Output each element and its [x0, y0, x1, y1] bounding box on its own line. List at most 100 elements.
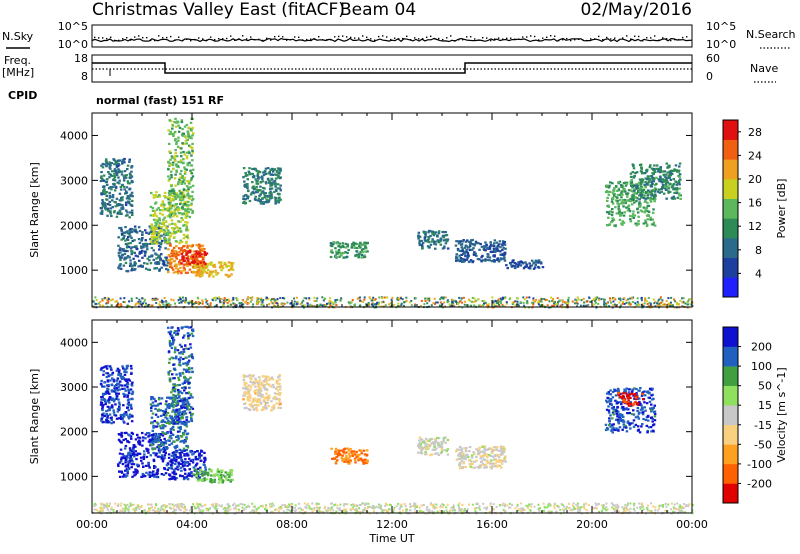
data-cell	[187, 188, 190, 191]
data-cell	[647, 204, 651, 207]
data-cell	[110, 162, 113, 165]
data-cell	[461, 248, 464, 251]
data-cell	[189, 376, 192, 379]
data-cell	[636, 186, 640, 189]
data-cell	[641, 210, 644, 213]
data-cell	[214, 269, 217, 272]
data-cell	[190, 406, 193, 409]
data-cell	[115, 392, 118, 395]
data-cell	[152, 218, 156, 221]
data-cell	[659, 169, 662, 172]
nsky-panel	[91, 24, 693, 48]
data-cell	[186, 454, 190, 457]
nsky-dot	[602, 39, 604, 41]
nsky-dot	[278, 35, 280, 37]
data-cell	[631, 190, 635, 193]
data-cell	[113, 414, 116, 417]
data-cell	[107, 409, 110, 412]
data-cell	[328, 300, 331, 302]
data-cell	[499, 257, 503, 260]
data-cell	[144, 464, 148, 467]
data-cell	[126, 472, 129, 475]
data-cell	[509, 297, 512, 300]
data-cell	[191, 184, 195, 187]
data-cell	[162, 473, 166, 476]
data-cell	[594, 301, 597, 304]
data-cell	[129, 194, 132, 198]
freq-tick-bottom: 8	[81, 70, 88, 83]
data-cell	[171, 402, 174, 405]
data-cell	[335, 242, 339, 245]
data-cell	[432, 301, 435, 304]
data-cell	[179, 474, 182, 477]
data-cell	[151, 435, 154, 438]
data-cell	[235, 304, 238, 307]
data-cell	[110, 304, 113, 307]
data-cell	[163, 467, 166, 470]
data-cell	[377, 301, 380, 304]
data-cell	[103, 207, 107, 210]
data-cell	[645, 214, 649, 217]
data-cell	[646, 178, 649, 181]
data-cell	[356, 297, 359, 300]
data-cell	[101, 185, 105, 188]
data-cell	[185, 444, 188, 448]
data-cell	[530, 264, 534, 267]
data-cell	[488, 259, 491, 262]
data-cell	[272, 181, 275, 184]
data-cell	[129, 435, 133, 438]
data-cell	[152, 426, 155, 429]
data-cell	[622, 301, 624, 303]
data-cell	[108, 191, 111, 194]
data-cell	[162, 441, 166, 444]
data-cell	[461, 240, 465, 243]
nsky-dot	[266, 37, 268, 39]
data-cell	[659, 179, 663, 182]
nsky-dot	[382, 35, 384, 37]
data-cell	[173, 451, 176, 454]
data-cell	[430, 240, 434, 243]
data-cell	[631, 215, 634, 218]
data-cell	[131, 415, 134, 418]
data-cell	[200, 274, 204, 277]
data-cell	[525, 263, 528, 266]
data-cell	[118, 383, 122, 386]
data-cell	[189, 264, 192, 267]
data-cell	[245, 183, 249, 186]
data-cell	[196, 263, 199, 266]
data-cell	[173, 351, 177, 354]
data-cell	[179, 453, 182, 456]
data-cell	[119, 475, 122, 478]
data-cell	[172, 386, 176, 389]
data-cell	[168, 397, 172, 400]
data-cell	[264, 195, 267, 198]
data-cell	[219, 300, 221, 303]
data-cell	[124, 242, 128, 246]
data-cell	[618, 301, 621, 304]
data-cell	[186, 257, 189, 260]
data-cell	[191, 258, 194, 261]
data-cell	[184, 347, 188, 350]
data-cell	[270, 301, 273, 304]
data-cell	[103, 366, 106, 369]
nsky-dot	[438, 37, 440, 40]
data-cell	[149, 444, 152, 447]
data-cell	[523, 298, 526, 301]
data-cell	[231, 268, 235, 271]
nsky-dot	[418, 38, 420, 40]
data-cell	[629, 297, 632, 300]
data-cell	[458, 254, 461, 257]
data-cell	[166, 229, 170, 232]
data-cell	[110, 368, 113, 371]
data-cell	[146, 448, 150, 451]
data-cell	[667, 303, 670, 306]
nsky-dot	[126, 37, 128, 39]
data-cell	[283, 302, 286, 305]
date-label: 02/May/2016	[581, 0, 693, 20]
data-cell	[152, 214, 155, 217]
data-cell	[335, 304, 338, 306]
data-cell	[101, 406, 104, 409]
data-cell	[244, 201, 247, 204]
data-cell	[154, 425, 158, 428]
data-cell	[670, 172, 673, 175]
